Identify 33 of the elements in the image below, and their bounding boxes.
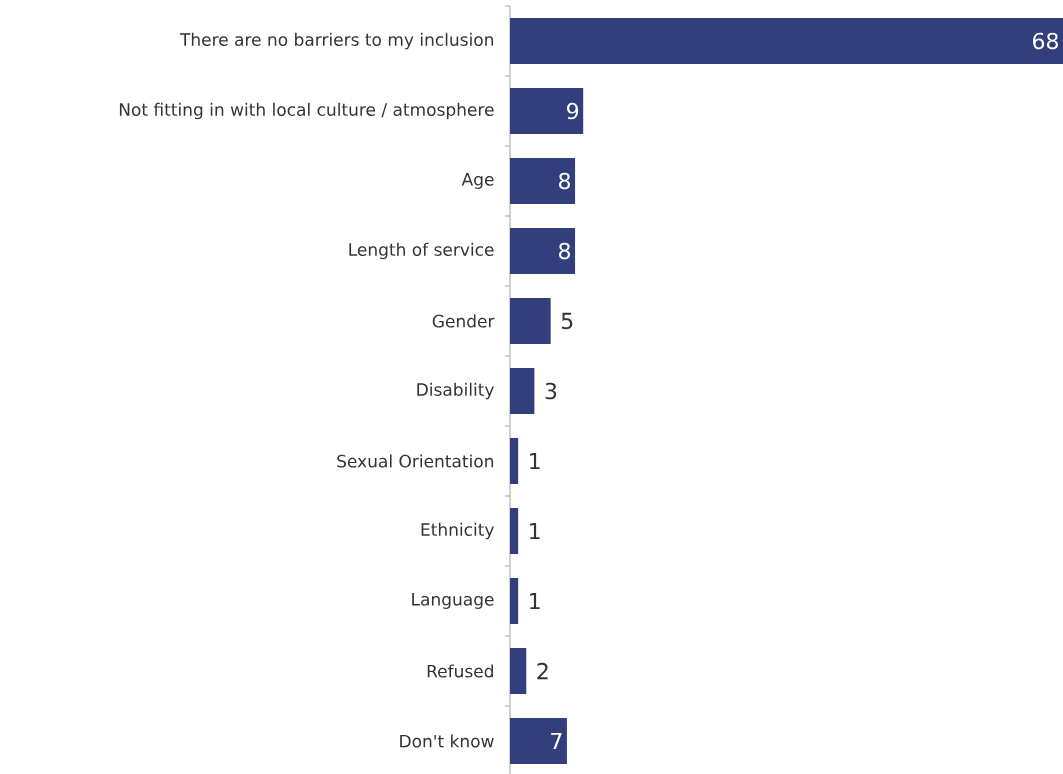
bar xyxy=(510,718,567,765)
bar xyxy=(510,18,1063,65)
data-label: 1 xyxy=(530,522,540,540)
y-tick-label: Sexual Orientation xyxy=(337,454,494,468)
data-label: 8 xyxy=(559,172,571,190)
y-tick-label: Disability xyxy=(417,382,494,400)
bar xyxy=(510,508,519,555)
data-label: 7 xyxy=(551,733,562,750)
bar xyxy=(510,368,535,415)
y-tick-label: Length of service xyxy=(349,242,494,260)
data-label: 5 xyxy=(561,312,573,330)
y-tick-label: There are no barriers to my inclusion xyxy=(179,32,494,50)
data-label: 68 xyxy=(1033,32,1058,50)
bar xyxy=(510,88,584,135)
y-tick-label: Language xyxy=(412,593,494,609)
data-label: 1 xyxy=(530,592,540,610)
data-label: 1 xyxy=(530,452,540,470)
bar xyxy=(510,578,519,625)
y-tick-label: Refused xyxy=(427,664,493,678)
y-tick-label: Not fitting in with local culture / atmosphere xyxy=(119,102,494,120)
data-label: 9 xyxy=(567,102,579,120)
bar xyxy=(510,158,576,205)
bar xyxy=(510,298,551,345)
data-label: 2 xyxy=(537,662,548,680)
y-tick-label: Age xyxy=(461,173,494,189)
bar xyxy=(510,438,519,485)
data-label: 3 xyxy=(545,382,557,400)
bar xyxy=(510,228,576,275)
data-label: 8 xyxy=(559,242,571,260)
y-tick-label: Ethnicity xyxy=(421,522,494,540)
bar xyxy=(510,648,527,695)
y-tick-label: Don't know xyxy=(400,734,494,748)
y-tick-label: Gender xyxy=(432,314,495,328)
